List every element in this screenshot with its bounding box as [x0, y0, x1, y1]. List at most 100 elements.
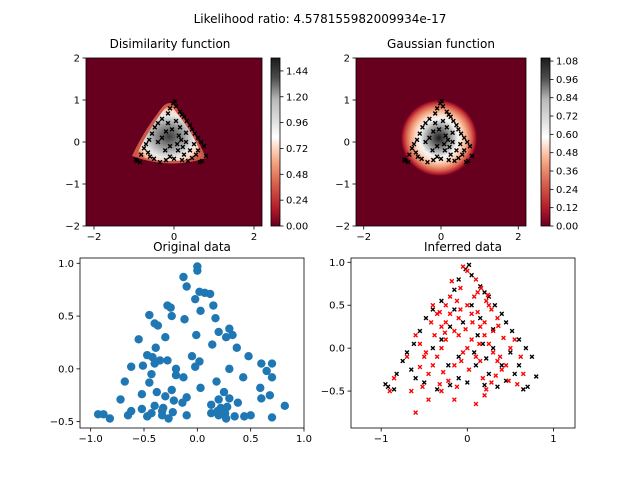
panel-title-original: Original data: [153, 240, 231, 254]
x-tick-label: −2: [356, 232, 371, 243]
x-marker: [483, 386, 489, 392]
x-marker: [465, 158, 471, 164]
colorbar-tick-label: 0.72: [556, 112, 578, 123]
x-marker: [430, 362, 436, 368]
inferred-points: [383, 262, 539, 415]
data-point: [191, 294, 200, 304]
x-marker: [445, 378, 451, 384]
data-point: [280, 401, 289, 411]
data-point: [164, 414, 173, 423]
x-tick-label: 0.0: [189, 434, 205, 445]
x-marker: [480, 375, 486, 381]
x-marker: [193, 152, 199, 157]
y-tick-label: −2: [65, 222, 80, 233]
x-marker: [437, 309, 443, 315]
x-marker: [476, 341, 482, 347]
x-marker: [155, 139, 161, 145]
data-point: [262, 366, 271, 376]
data-point: [145, 378, 154, 387]
x-marker: [176, 133, 182, 139]
x-marker: [450, 130, 455, 136]
colorbar-tick-label: 0.60: [556, 130, 578, 141]
x-tick-label: 2: [251, 232, 257, 243]
x-marker: [507, 350, 513, 355]
x-marker: [165, 111, 171, 116]
x-marker: [475, 309, 481, 315]
data-point: [228, 330, 237, 340]
colorbar-gaussian: 0.00 0.12 0.24 0.36 0.48 0.60 0.72 0.84 0.96 1.08: [540, 57, 578, 233]
x-marker: [533, 374, 539, 379]
data-point: [171, 364, 181, 374]
x-marker: [439, 388, 444, 394]
data-point: [99, 410, 108, 419]
x-marker: [443, 337, 449, 342]
x-marker: [145, 150, 151, 155]
x-marker: [423, 350, 429, 355]
data-point: [267, 373, 277, 382]
x-marker: [507, 345, 513, 351]
data-point: [225, 394, 234, 403]
data-point: [168, 407, 177, 417]
figure-suptitle: Likelihood ratio: 4.578155982009934e-17: [194, 12, 447, 26]
x-marker: [458, 307, 463, 312]
data-point: [137, 390, 147, 399]
x-marker: [417, 364, 423, 370]
x-marker: [162, 148, 168, 153]
x-marker: [423, 120, 428, 126]
x-marker: [434, 354, 440, 360]
data-point: [257, 359, 266, 368]
x-marker: [471, 294, 477, 300]
disimilarity-heatmap-image: [86, 58, 262, 226]
data-point: [166, 303, 175, 312]
x-marker: [385, 384, 391, 390]
x-marker: [419, 156, 425, 162]
x-marker: [459, 152, 465, 157]
panel-title-gaussian: Gaussian function: [387, 37, 495, 51]
x-marker: [430, 345, 436, 351]
y-tick-label: −1: [335, 180, 350, 191]
x-marker: [495, 384, 500, 390]
x-marker: [173, 103, 179, 109]
data-point: [195, 287, 204, 296]
x-marker: [391, 386, 397, 392]
y-tick-label: 1.0: [329, 258, 345, 269]
x-marker: [189, 155, 195, 161]
x-marker: [147, 154, 153, 160]
x-marker: [411, 141, 417, 147]
data-point: [145, 310, 154, 320]
x-marker: [451, 287, 457, 293]
x-marker: [177, 124, 183, 130]
x-marker: [477, 358, 483, 364]
x-tick-label: −0.5: [132, 434, 156, 445]
data-point: [195, 357, 204, 366]
data-point: [167, 385, 176, 395]
data-point: [187, 351, 197, 361]
x-marker: [426, 397, 431, 403]
x-marker: [473, 401, 479, 407]
x-marker: [516, 337, 522, 342]
axes-frame: [350, 257, 576, 429]
x-marker: [466, 367, 472, 373]
x-marker: [441, 141, 447, 147]
axes-ticks: −1.0 −0.5 0.0 0.5 1.0 1.0 0.5 0.0 −0.5: [50, 259, 312, 445]
scatter-panel-original: Original data −1.0 −0.5 0.0 0.5 1.0 1.0 0.5 0.0…: [50, 240, 312, 445]
x-marker: [413, 375, 419, 381]
x-marker: [457, 141, 463, 147]
x-marker: [490, 350, 496, 355]
x-marker: [151, 156, 157, 162]
data-point: [207, 400, 216, 409]
x-marker: [434, 154, 440, 160]
colorbar-tick-label: 0.00: [556, 222, 578, 233]
x-marker: [391, 375, 397, 381]
x-marker: [189, 127, 195, 132]
x-marker: [195, 148, 201, 153]
x-marker: [409, 145, 415, 151]
x-marker: [414, 137, 420, 143]
x-marker: [420, 384, 425, 390]
x-marker: [483, 356, 489, 361]
axes-ticks: −1 0 1 1.0 0.5 0.0 −0.5: [321, 258, 557, 445]
x-marker: [417, 131, 423, 136]
x-marker: [406, 152, 412, 157]
x-marker: [477, 315, 483, 321]
x-marker: [461, 135, 467, 141]
